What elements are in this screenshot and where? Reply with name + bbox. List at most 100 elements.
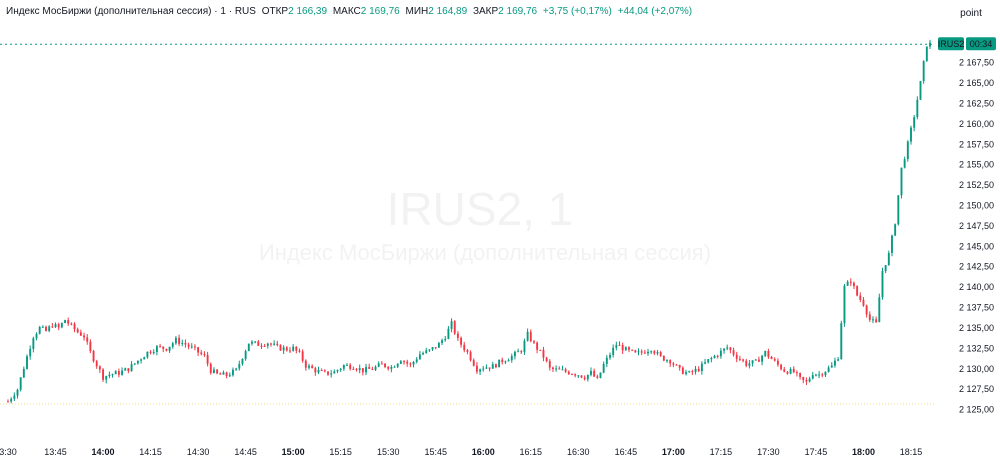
legend-high-value: 2 169,76: [360, 6, 400, 17]
candle-up: [903, 159, 906, 168]
badge-symbol: IRUS2: [938, 39, 965, 49]
candle-down: [98, 366, 101, 370]
price-axis[interactable]: 2 125,00 2 127,50 2 130,00 2 132,50 2 135,00…: [959, 58, 994, 415]
candle-up: [48, 326, 51, 331]
candle-down: [83, 335, 85, 338]
legend-session-change: +44,04 (+2,07%): [617, 6, 693, 17]
candle-down: [301, 351, 304, 361]
candle-up: [114, 371, 117, 375]
candle-down: [92, 351, 95, 362]
candle-up: [688, 371, 691, 373]
candle-up: [10, 398, 13, 402]
candle-down: [178, 337, 181, 344]
candle-up: [121, 370, 124, 375]
candle-down: [536, 342, 539, 350]
last-price-badge: IRUS2 00:34: [938, 37, 996, 51]
candle-up: [647, 351, 649, 354]
candle-up: [16, 389, 19, 396]
price-tick-label: 2 152,50: [959, 180, 994, 190]
candle-down: [453, 321, 456, 334]
candle-up: [425, 350, 428, 354]
candle-up: [754, 359, 757, 361]
candle-down: [86, 337, 89, 342]
candle-down: [792, 368, 795, 373]
candle-down: [862, 299, 865, 306]
candle-down: [403, 361, 405, 363]
legend-close-label: ЗАКР: [472, 6, 499, 17]
candle-up: [212, 369, 215, 373]
candle-down: [102, 369, 105, 380]
candle-up: [396, 363, 399, 367]
candle-up: [891, 235, 893, 253]
candle-down: [593, 370, 596, 377]
candle-up: [22, 368, 25, 378]
candle-up: [513, 351, 516, 357]
candle-down: [494, 364, 497, 368]
candle-down: [162, 346, 165, 349]
candle-up: [894, 224, 897, 236]
time-tick-label: 17:30: [757, 447, 780, 457]
time-tick-label: 15:15: [329, 447, 352, 457]
candle-down: [73, 323, 76, 330]
price-tick-label: 2 160,00: [959, 119, 994, 129]
candle-up: [431, 347, 434, 350]
badge-timer: 00:34: [970, 39, 993, 49]
candle-up: [412, 361, 415, 365]
candle-down: [368, 367, 371, 369]
candle-up: [887, 252, 890, 266]
candle-up: [374, 366, 377, 370]
reference-lines: [0, 43, 935, 405]
candle-down: [697, 368, 700, 372]
price-tick-label: 2 140,00: [959, 282, 994, 292]
candle-up: [336, 370, 339, 372]
candle-down: [596, 376, 599, 378]
candle-up: [235, 368, 238, 370]
legend-low-value: 2 164,89: [428, 6, 468, 17]
candle-up: [228, 375, 231, 377]
price-tick-label: 2 125,00: [959, 405, 994, 415]
candle-up: [900, 167, 903, 196]
candle-up: [846, 281, 849, 286]
candle-down: [539, 349, 542, 351]
candle-up: [916, 99, 919, 118]
candle-up: [751, 360, 754, 364]
candle-up: [929, 42, 931, 47]
candle-down: [545, 357, 548, 362]
candle-down: [691, 371, 694, 373]
candle-down: [216, 369, 219, 374]
candle-down: [628, 347, 630, 350]
chart-legend: Индекс МосБиржи (дополнительная сессия) …: [6, 6, 692, 17]
candle-down: [475, 365, 478, 372]
candle-down: [786, 371, 789, 374]
time-tick-label: 14:00: [92, 447, 115, 457]
candle-down: [735, 354, 738, 359]
time-tick-label: 16:00: [472, 447, 495, 457]
candle-down: [488, 367, 491, 369]
legend-title: Индекс МосБиржи (дополнительная сессия) …: [6, 6, 256, 17]
time-axis[interactable]: 3:30 13:45 14:00 14:15 14:30 14:45 15:00 15:15 1…: [0, 447, 922, 457]
time-tick-label: 13:45: [44, 447, 67, 457]
candle-down: [742, 359, 745, 361]
candle-up: [586, 374, 589, 380]
candle-up: [415, 359, 418, 362]
candle-down: [675, 364, 678, 366]
candle-down: [640, 351, 643, 353]
candle-down: [776, 360, 779, 365]
candle-up: [447, 328, 450, 339]
candle-up: [238, 363, 241, 369]
candle-down: [206, 355, 209, 364]
candle-down: [653, 351, 656, 354]
time-tick-label: 3:30: [0, 447, 17, 457]
watermark-name: Индекс МосБиржи (дополнительная сессия): [259, 240, 711, 265]
candle-down: [552, 367, 554, 369]
candle-down: [349, 364, 352, 369]
candle-up: [906, 141, 909, 160]
candle-up: [181, 342, 184, 344]
unit-toggle-button[interactable]: point: [960, 8, 982, 19]
candle-down: [865, 305, 868, 315]
candle-up: [700, 363, 703, 372]
candle-down: [618, 344, 621, 346]
time-tick-label: 15:00: [282, 447, 305, 457]
candle-down: [384, 363, 386, 367]
